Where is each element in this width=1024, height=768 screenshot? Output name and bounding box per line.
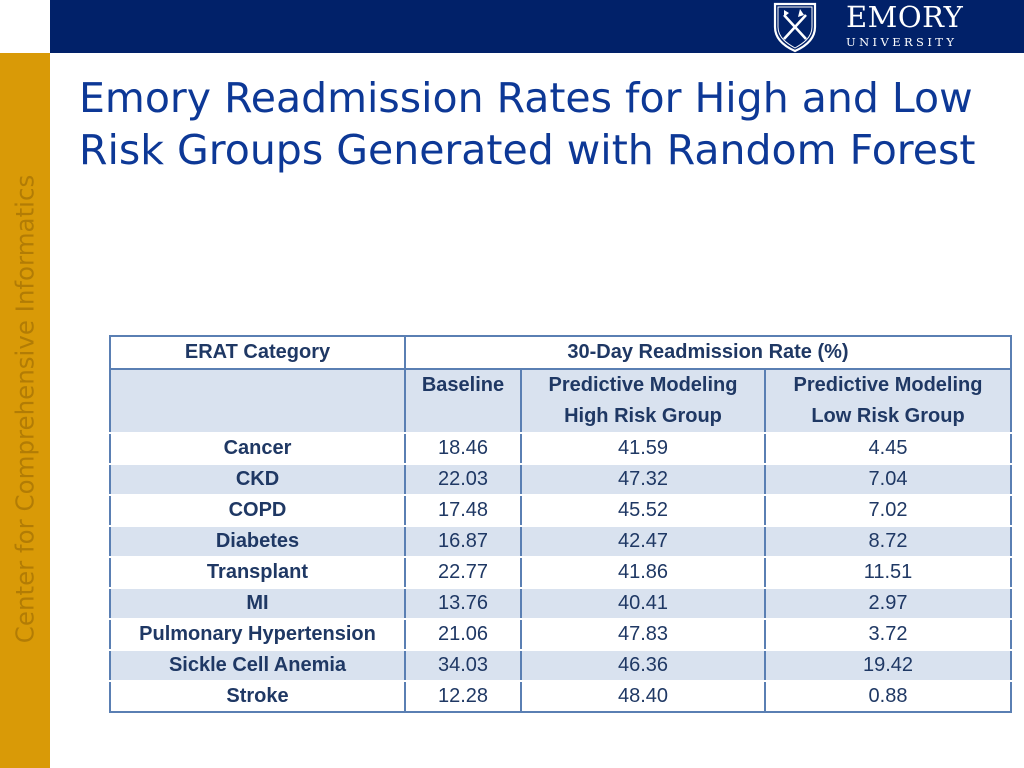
low-risk-cell: 4.45 <box>764 432 1012 465</box>
low-risk-cell: 8.72 <box>764 525 1012 558</box>
low-risk-cell: 7.04 <box>764 463 1012 496</box>
shield-icon <box>773 2 817 53</box>
subheader-blank <box>109 368 406 434</box>
category-cell: Transplant <box>109 556 406 589</box>
baseline-cell: 34.03 <box>404 649 522 682</box>
high-risk-cell: 41.86 <box>520 556 766 589</box>
low-risk-cell: 3.72 <box>764 618 1012 651</box>
high-risk-cell: 47.83 <box>520 618 766 651</box>
category-cell: MI <box>109 587 406 620</box>
table-row: Transplant 22.77 41.86 11.51 <box>109 556 1012 589</box>
category-cell: Diabetes <box>109 525 406 558</box>
low-risk-cell: 0.88 <box>764 680 1012 713</box>
baseline-cell: 12.28 <box>404 680 522 713</box>
table-row: Diabetes 16.87 42.47 8.72 <box>109 525 1012 558</box>
table-row: MI 13.76 40.41 2.97 <box>109 587 1012 620</box>
subheader-low-risk: Predictive Modeling Low Risk Group <box>764 368 1012 434</box>
baseline-cell: 13.76 <box>404 587 522 620</box>
header-category: ERAT Category <box>109 335 406 370</box>
logo-subtitle: UNIVERSITY <box>846 35 958 49</box>
table-row: Stroke 12.28 48.40 0.88 <box>109 680 1012 713</box>
low-risk-cell: 7.02 <box>764 494 1012 527</box>
high-risk-cell: 45.52 <box>520 494 766 527</box>
table-row: COPD 17.48 45.52 7.02 <box>109 494 1012 527</box>
low-risk-cell: 19.42 <box>764 649 1012 682</box>
subheader-high-risk: Predictive Modeling High Risk Group <box>520 368 766 434</box>
baseline-cell: 22.03 <box>404 463 522 496</box>
table-row: Sickle Cell Anemia 34.03 46.36 19.42 <box>109 649 1012 682</box>
baseline-cell: 18.46 <box>404 432 522 465</box>
baseline-cell: 21.06 <box>404 618 522 651</box>
header-rate: 30-Day Readmission Rate (%) <box>404 335 1012 370</box>
baseline-cell: 16.87 <box>404 525 522 558</box>
high-risk-cell: 41.59 <box>520 432 766 465</box>
category-cell: CKD <box>109 463 406 496</box>
sidebar-text: Center for Comprehensive Informatics <box>10 174 40 644</box>
table-header-row: ERAT Category 30-Day Readmission Rate (%… <box>109 335 1012 370</box>
low-risk-cell: 2.97 <box>764 587 1012 620</box>
high-risk-cell: 46.36 <box>520 649 766 682</box>
category-cell: Pulmonary Hypertension <box>109 618 406 651</box>
readmission-table: ERAT Category 30-Day Readmission Rate (%… <box>109 335 1012 713</box>
high-risk-cell: 48.40 <box>520 680 766 713</box>
high-risk-cell: 47.32 <box>520 463 766 496</box>
category-cell: COPD <box>109 494 406 527</box>
table-subheader-row: Baseline Predictive Modeling High Risk G… <box>109 368 1012 434</box>
readmission-table-container: ERAT Category 30-Day Readmission Rate (%… <box>109 335 1012 713</box>
baseline-cell: 17.48 <box>404 494 522 527</box>
top-left-corner <box>0 0 50 53</box>
category-cell: Sickle Cell Anemia <box>109 649 406 682</box>
baseline-cell: 22.77 <box>404 556 522 589</box>
header-bar <box>50 0 1024 53</box>
category-cell: Cancer <box>109 432 406 465</box>
table-body: Cancer 18.46 41.59 4.45 CKD 22.03 47.32 … <box>109 432 1012 713</box>
high-risk-cell: 42.47 <box>520 525 766 558</box>
category-cell: Stroke <box>109 680 406 713</box>
table-row: Cancer 18.46 41.59 4.45 <box>109 432 1012 465</box>
table-row: Pulmonary Hypertension 21.06 47.83 3.72 <box>109 618 1012 651</box>
page-title: Emory Readmission Rates for High and Low… <box>79 74 976 174</box>
subheader-baseline: Baseline <box>404 368 522 434</box>
sidebar-bar <box>0 53 50 768</box>
high-risk-cell: 40.41 <box>520 587 766 620</box>
emory-logo: EMORY UNIVERSITY <box>768 0 978 53</box>
low-risk-cell: 11.51 <box>764 556 1012 589</box>
logo-wordmark: EMORY <box>846 0 964 34</box>
table-row: CKD 22.03 47.32 7.04 <box>109 463 1012 496</box>
